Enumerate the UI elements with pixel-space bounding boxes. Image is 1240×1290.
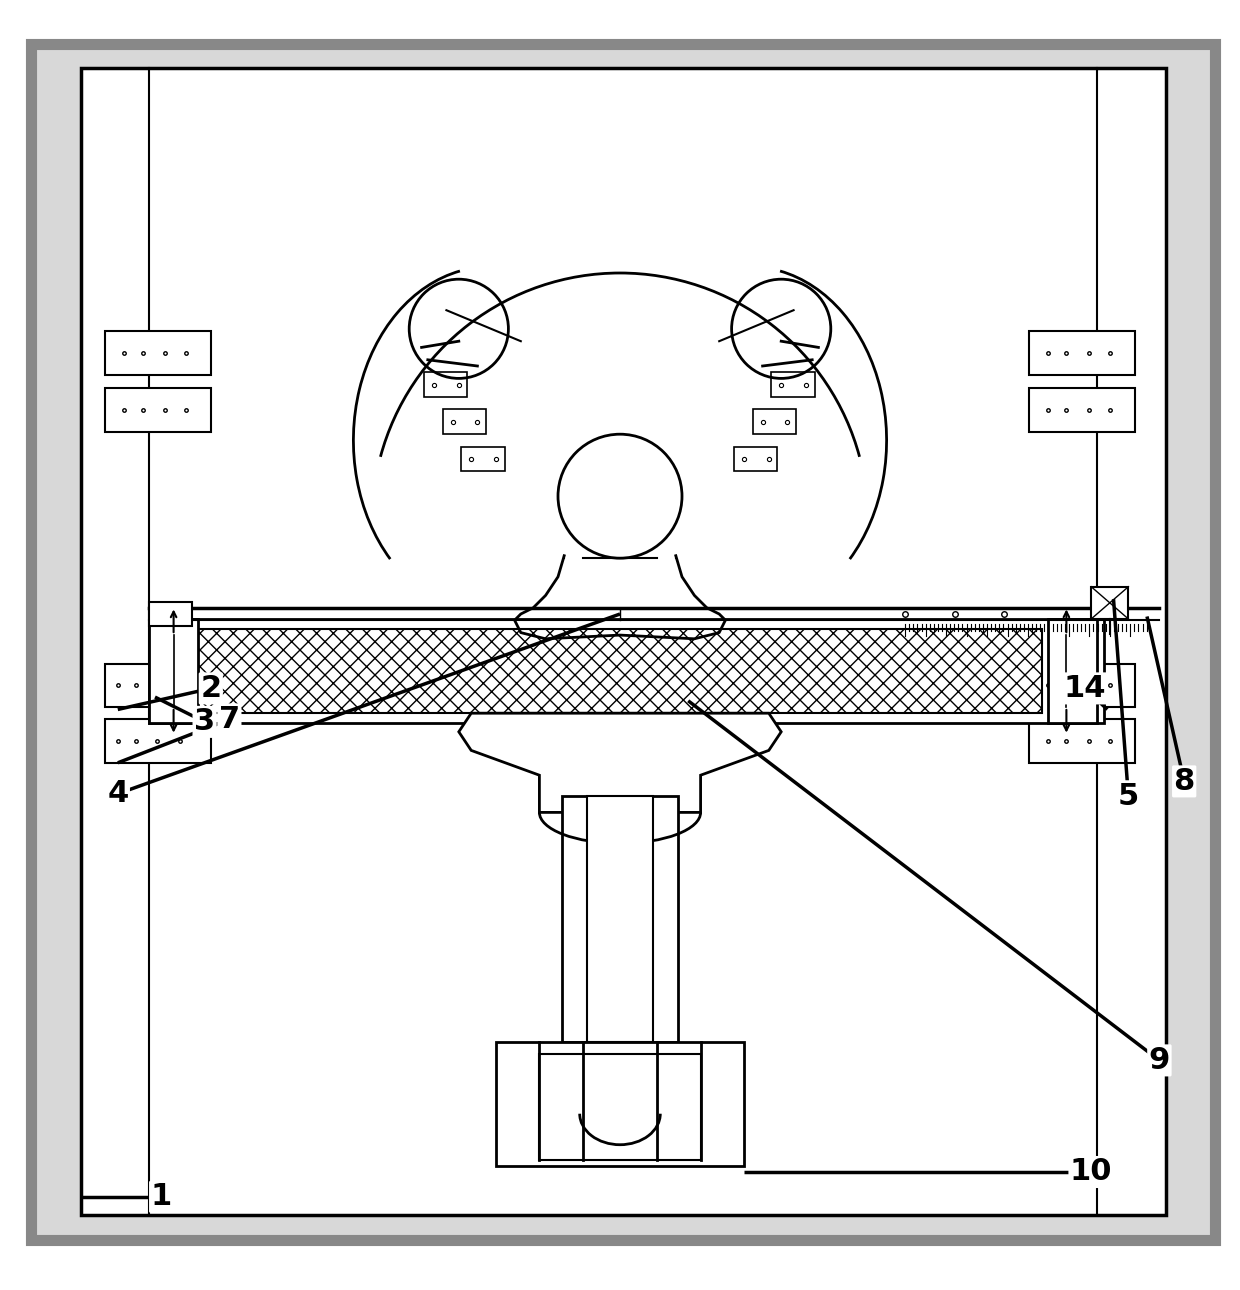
Bar — [562, 796, 678, 1042]
Bar — [1048, 619, 1097, 724]
Text: 14: 14 — [1064, 673, 1106, 703]
Bar — [1091, 587, 1128, 619]
Bar — [771, 373, 815, 397]
Bar — [149, 601, 192, 627]
Bar — [1029, 332, 1135, 374]
Bar — [734, 446, 777, 471]
Bar — [1029, 720, 1135, 762]
Bar — [105, 388, 211, 432]
Bar — [461, 446, 505, 471]
Bar — [753, 409, 796, 435]
Bar — [105, 332, 211, 374]
Text: 10: 10 — [1070, 1157, 1112, 1187]
Text: 9: 9 — [1148, 1046, 1171, 1075]
Bar — [539, 1054, 701, 1160]
Bar — [443, 409, 486, 435]
Bar — [105, 720, 211, 762]
Bar — [587, 796, 653, 1042]
Text: 8: 8 — [1173, 766, 1195, 796]
Bar — [149, 619, 198, 724]
Bar — [1029, 388, 1135, 432]
Bar — [105, 663, 211, 707]
Bar — [81, 68, 1166, 1215]
Bar — [149, 619, 1104, 724]
Bar — [424, 373, 467, 397]
Text: 2: 2 — [200, 673, 222, 703]
Bar — [198, 630, 1042, 713]
Bar — [1029, 663, 1135, 707]
Text: 1: 1 — [150, 1183, 172, 1211]
Text: 7: 7 — [218, 704, 241, 734]
Text: 3: 3 — [193, 707, 216, 737]
Text: 4: 4 — [107, 779, 129, 809]
Text: 5: 5 — [1117, 782, 1140, 811]
Polygon shape — [459, 713, 781, 813]
Bar — [496, 1042, 744, 1166]
